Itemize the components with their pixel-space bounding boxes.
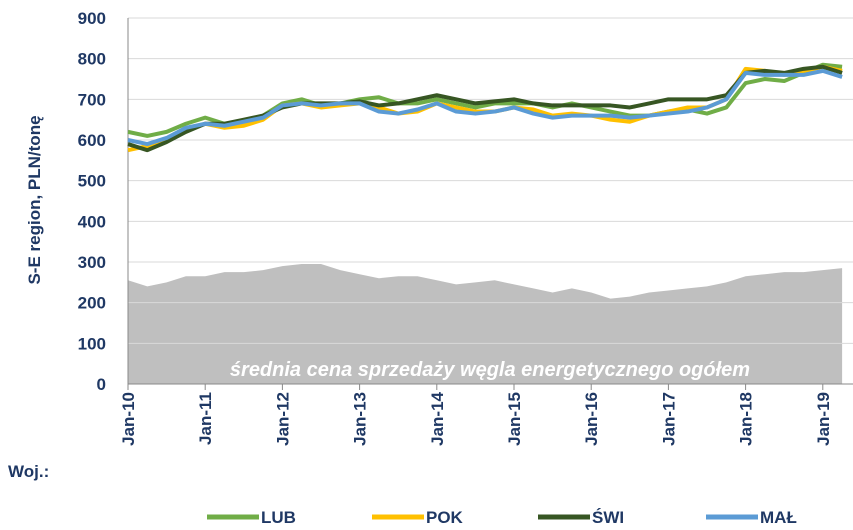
line <box>127 64 843 153</box>
y-tick-label: 100 <box>78 334 106 353</box>
x-tick-label: Jan-14 <box>428 391 447 445</box>
y-tick-label: 400 <box>78 212 106 231</box>
y-tick-label: 300 <box>78 253 106 272</box>
y-tick-label: 500 <box>78 172 106 191</box>
x-tick-label: Jan-11 <box>196 392 215 445</box>
line <box>127 64 843 153</box>
x-tick-label: Jan-12 <box>273 392 292 446</box>
legend-label: POK <box>426 508 464 527</box>
y-tick-label: 600 <box>78 131 106 150</box>
y-tick-label: 200 <box>78 294 106 313</box>
x-tick-label: Jan-13 <box>351 392 370 446</box>
x-tick-label: Jan-10 <box>119 392 138 446</box>
x-tick-label: Jan-17 <box>659 392 678 446</box>
y-axis-label: S-E region, PLN/tonę <box>25 115 44 284</box>
y-tick-label: 800 <box>78 50 106 69</box>
legend-label: LUB <box>261 508 296 527</box>
x-tick-label: Jan-19 <box>814 392 833 446</box>
line <box>127 68 843 147</box>
x-tick-label: Jan-16 <box>582 392 601 446</box>
y-tick-label: 0 <box>97 375 106 394</box>
legend-label: MAŁ <box>760 508 797 527</box>
legend-title: Woj.: <box>8 462 49 481</box>
x-tick-label: Jan-18 <box>737 392 756 446</box>
y-tick-label: 900 <box>78 9 106 28</box>
y-tick-label: 700 <box>78 90 106 109</box>
area <box>128 264 843 384</box>
x-tick-label: Jan-15 <box>505 392 524 446</box>
annotation: średnia cena sprzedaży węgla energetyczn… <box>230 359 750 381</box>
legend-label: ŚWI <box>592 508 624 527</box>
